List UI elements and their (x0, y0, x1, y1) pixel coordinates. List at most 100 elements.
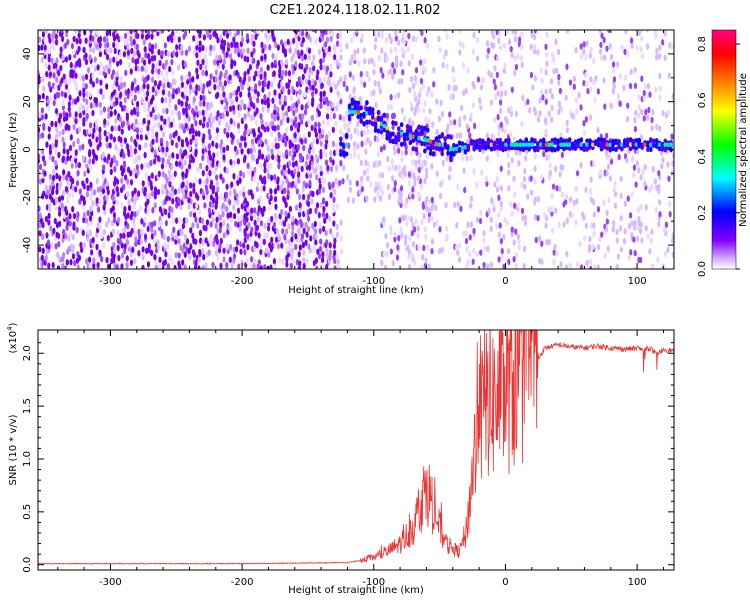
noise-cell (44, 61, 48, 69)
noise-cell (311, 78, 315, 86)
noise-cell (187, 71, 192, 78)
noise-cell (658, 125, 662, 132)
noise-cell (167, 90, 171, 98)
noise-cell (647, 186, 652, 193)
noise-cell (137, 238, 141, 246)
signal-cell (582, 142, 586, 149)
noise-cell (642, 94, 646, 102)
noise-cell (122, 152, 126, 159)
noise-cell (414, 35, 418, 43)
noise-cell (84, 37, 88, 44)
noise-cell (198, 53, 203, 60)
signal-cell (614, 138, 618, 145)
signal-cell (414, 146, 418, 152)
noise-cell (194, 130, 198, 137)
noise-cell (302, 256, 306, 264)
noise-cell (516, 53, 520, 60)
signal-cell (411, 146, 416, 152)
noise-cell (38, 212, 42, 219)
noise-cell (82, 211, 86, 219)
noise-cell (389, 37, 393, 45)
noise-cell (113, 30, 118, 34)
noise-cell (404, 234, 408, 241)
noise-cell (260, 118, 264, 125)
noise-cell (413, 259, 417, 266)
noise-cell (173, 78, 177, 86)
noise-cell (192, 202, 196, 209)
noise-cell (205, 219, 210, 226)
noise-cell (38, 44, 41, 52)
noise-cell (253, 219, 257, 227)
noise-cell (255, 107, 259, 114)
noise-cell (509, 45, 513, 53)
noise-cell (268, 33, 272, 41)
noise-cell (597, 243, 601, 251)
noise-cell (403, 164, 407, 172)
noise-cell (196, 166, 200, 174)
noise-cell (423, 177, 427, 185)
noise-cell (307, 215, 311, 222)
noise-cell (247, 222, 251, 229)
noise-cell (45, 30, 49, 34)
noise-cell (270, 81, 274, 88)
noise-cell (493, 181, 497, 188)
noise-cell (386, 155, 390, 163)
noise-cell (271, 97, 275, 104)
noise-cell (420, 264, 425, 269)
noise-cell (611, 67, 616, 74)
noise-cell (446, 123, 450, 131)
noise-cell (120, 128, 124, 135)
noise-cell (182, 217, 186, 224)
signal-cell (362, 121, 366, 127)
noise-cell (88, 138, 92, 145)
noise-cell (214, 243, 218, 250)
signal-cell (344, 132, 349, 138)
noise-cell (246, 111, 251, 118)
noise-cell (416, 107, 421, 114)
noise-cell (246, 148, 251, 155)
noise-cell (117, 216, 121, 224)
noise-cell (168, 133, 173, 140)
noise-cell (74, 162, 79, 169)
noise-cell (526, 193, 530, 200)
noise-cell (338, 41, 342, 49)
noise-cell (612, 220, 616, 227)
noise-cell (113, 109, 117, 116)
noise-cell (76, 169, 80, 177)
noise-cell (548, 170, 552, 177)
noise-cell (101, 187, 106, 195)
noise-cell (606, 163, 611, 170)
noise-cell (134, 236, 138, 243)
noise-cell (160, 183, 165, 191)
noise-cell (520, 31, 524, 38)
noise-cell (252, 154, 256, 162)
noise-cell (149, 111, 153, 118)
noise-cell (77, 161, 82, 169)
noise-cell (269, 188, 273, 195)
noise-cell (225, 32, 230, 39)
noise-cell (144, 172, 148, 179)
noise-cell (209, 44, 213, 51)
noise-cell (216, 110, 220, 117)
noise-cell (257, 232, 261, 239)
noise-cell (160, 70, 164, 77)
noise-cell (194, 105, 198, 112)
noise-cell (95, 43, 99, 50)
noise-cell (246, 68, 250, 75)
noise-cell (184, 122, 188, 129)
noise-cell (342, 164, 346, 172)
signal-cell (481, 138, 485, 144)
noise-cell (449, 119, 453, 126)
noise-cell (423, 130, 427, 137)
noise-cell (38, 153, 41, 160)
noise-cell (64, 185, 69, 193)
noise-cell (157, 68, 161, 75)
noise-cell (276, 228, 280, 235)
noise-cell (514, 251, 518, 258)
noise-cell (61, 128, 65, 136)
signal-cell (423, 148, 427, 154)
noise-cell (263, 81, 267, 88)
noise-cell (605, 149, 609, 156)
noise-cell (391, 175, 395, 182)
noise-cell (141, 246, 145, 253)
